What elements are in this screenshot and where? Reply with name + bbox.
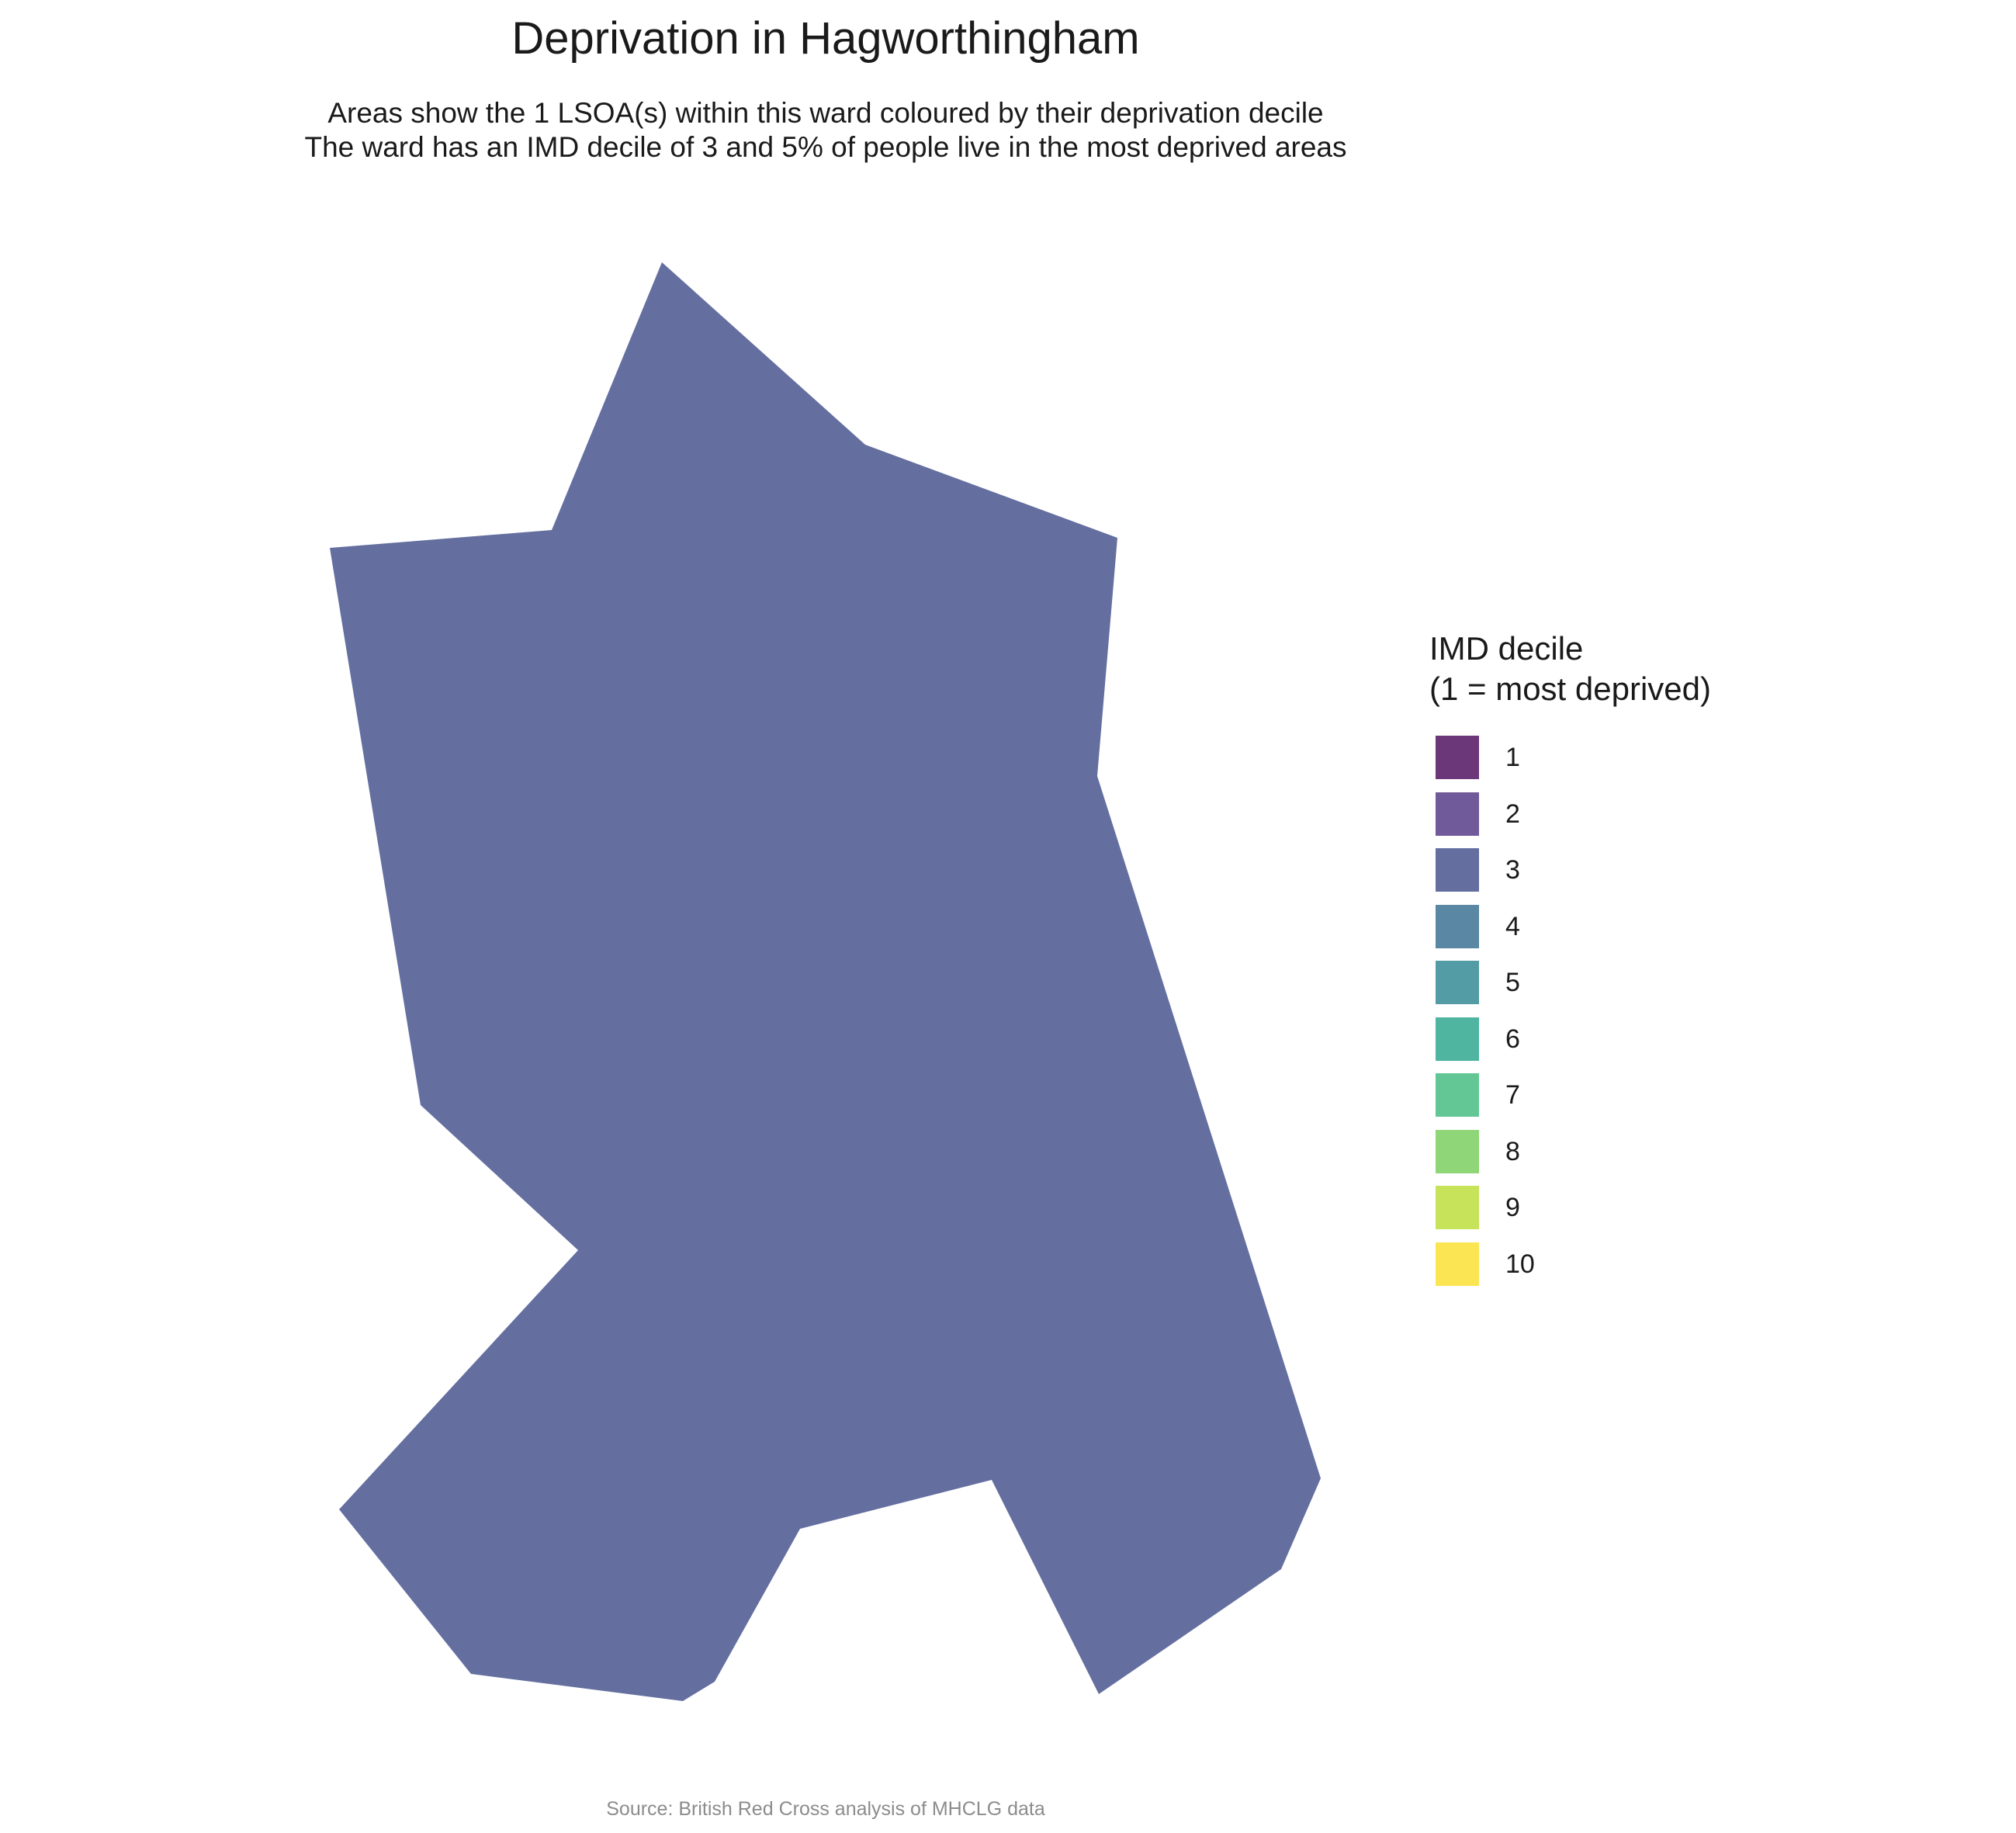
legend-label: 6 bbox=[1505, 1024, 1520, 1054]
map-subtitle-line-2: The ward has an IMD decile of 3 and 5% o… bbox=[304, 131, 1347, 163]
legend-item-7: 7 bbox=[1436, 1073, 1746, 1117]
legend-swatch bbox=[1436, 1186, 1479, 1229]
legend-label: 7 bbox=[1505, 1080, 1520, 1110]
legend-item-9: 9 bbox=[1436, 1186, 1746, 1229]
legend-swatch bbox=[1436, 736, 1479, 779]
legend-label: 10 bbox=[1505, 1249, 1535, 1279]
legend-label: 1 bbox=[1505, 743, 1520, 772]
legend-item-1: 1 bbox=[1436, 736, 1746, 779]
legend-item-4: 4 bbox=[1436, 904, 1746, 948]
legend-label: 8 bbox=[1505, 1136, 1520, 1166]
legend-item-10: 10 bbox=[1436, 1242, 1746, 1286]
legend-label: 5 bbox=[1505, 968, 1520, 997]
legend-label: 9 bbox=[1505, 1193, 1520, 1222]
legend-swatch bbox=[1436, 1129, 1479, 1173]
legend-swatch bbox=[1436, 792, 1479, 836]
legend-swatch bbox=[1436, 848, 1479, 892]
legend-item-8: 8 bbox=[1436, 1129, 1746, 1173]
legend-swatch bbox=[1436, 1073, 1479, 1117]
legend-swatch bbox=[1436, 1242, 1479, 1286]
legend-swatch bbox=[1436, 961, 1479, 1004]
legend-item-3: 3 bbox=[1436, 848, 1746, 892]
legend-label: 2 bbox=[1505, 799, 1520, 829]
legend-title-line-2: (1 = most deprived) bbox=[1429, 670, 1711, 707]
legend-swatch bbox=[1436, 1017, 1479, 1061]
legend-item-6: 6 bbox=[1436, 1017, 1746, 1061]
legend-swatch bbox=[1436, 904, 1479, 948]
legend-item-2: 2 bbox=[1436, 792, 1746, 836]
map-subtitle-line-1: Areas show the 1 LSOA(s) within this war… bbox=[327, 97, 1324, 129]
lsoa-area bbox=[330, 262, 1321, 1701]
map-title: Deprivation in Hagworthingham bbox=[511, 13, 1140, 64]
legend-label: 4 bbox=[1505, 911, 1520, 941]
legend-label: 3 bbox=[1505, 855, 1520, 885]
legend-title-line-1: IMD decile bbox=[1429, 630, 1584, 667]
legend-item-5: 5 bbox=[1436, 961, 1746, 1004]
source-caption: Source: British Red Cross analysis of MH… bbox=[606, 1798, 1045, 1820]
